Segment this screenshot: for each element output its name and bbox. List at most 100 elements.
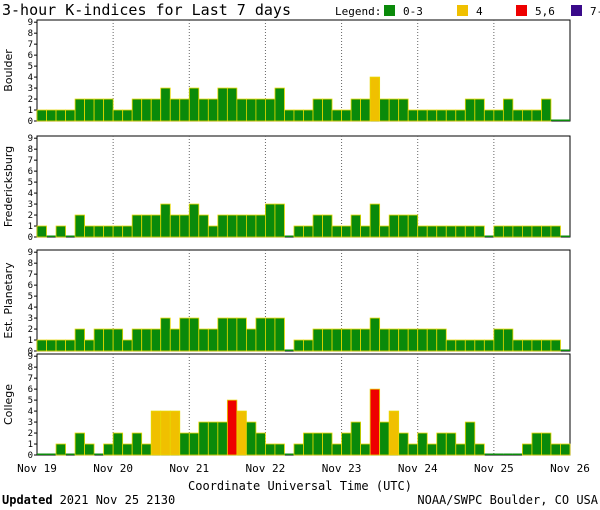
y-tick-label: 6	[28, 167, 33, 177]
k-index-bar	[198, 328, 209, 352]
legend-swatch-2	[516, 5, 527, 16]
k-index-bar	[436, 432, 447, 456]
k-index-bar	[331, 225, 342, 238]
k-index-bar	[426, 328, 438, 352]
chart-title: 3-hour K-indices for Last 7 days	[2, 1, 291, 19]
k-index-bar	[550, 339, 561, 352]
k-index-bar	[160, 317, 171, 352]
k-index-bar	[46, 339, 57, 352]
panels: 0123456789Boulder0123456789Fredericksbur…	[2, 18, 571, 461]
k-index-bar	[502, 225, 514, 238]
k-index-bar	[236, 98, 247, 122]
k-index-bar	[55, 339, 66, 352]
legend-entry-label: 0-3	[403, 5, 423, 18]
k-index-bar	[255, 214, 266, 238]
panel-frame	[36, 249, 571, 352]
k-index-bar	[407, 443, 419, 456]
k-index-bar	[55, 225, 66, 238]
y-tick-label: 9	[28, 352, 33, 362]
k-index-bar	[293, 225, 304, 238]
k-index-bar	[179, 98, 190, 122]
k-index-bar	[388, 410, 400, 456]
k-index-bar	[541, 225, 552, 238]
k-index-bar	[36, 109, 47, 122]
k-index-bar	[93, 98, 105, 122]
k-index-bar	[160, 87, 171, 122]
k-index-bar	[179, 214, 190, 238]
k-index-bar	[284, 349, 294, 351]
k-index-bar	[341, 432, 352, 456]
source-credit: NOAA/SWPC Boulder, CO USA	[417, 493, 598, 507]
k-index-bar	[36, 339, 47, 352]
k-index-bar	[464, 339, 476, 352]
k-index-bar	[284, 453, 294, 455]
k-index-bar	[265, 203, 276, 238]
k-index-bar	[417, 225, 428, 238]
y-tick-label: 5	[28, 292, 33, 302]
panel-frame	[36, 19, 571, 122]
k-index-bar	[55, 109, 66, 122]
k-index-bar	[484, 453, 494, 455]
k-index-bar	[493, 453, 504, 455]
y-tick-label: 7	[28, 374, 33, 384]
x-axis-ticks: Nov 19 Nov 20 Nov 21 Nov 22 Nov 23 Nov 24 Nov …	[17, 462, 590, 475]
k-index-bar	[436, 225, 447, 238]
k-index-bar	[112, 225, 124, 238]
legend-entry-label: 5,6	[535, 5, 555, 18]
k-index-bar	[141, 328, 152, 352]
k-index-bar	[236, 410, 247, 456]
k-index-bar	[274, 317, 285, 352]
k-index-bar	[274, 203, 285, 238]
updated-label: Updated 2021 Nov 25 2130	[2, 493, 175, 507]
k-index-bar	[531, 339, 542, 352]
k-index-bar	[188, 203, 200, 238]
k-index-bar	[303, 339, 314, 352]
k-index-bar	[493, 109, 504, 122]
k-index-bar	[388, 98, 400, 122]
k-index-bar	[245, 328, 257, 352]
k-index-bar	[284, 235, 294, 237]
k-index-bar	[217, 87, 228, 122]
k-index-bar	[484, 235, 494, 237]
k-index-bar	[160, 203, 171, 238]
k-index-bar	[541, 339, 552, 352]
k-index-bar	[188, 87, 200, 122]
k-index-bar	[455, 109, 466, 122]
k-index-bar	[436, 328, 447, 352]
k-index-bar	[560, 119, 570, 121]
y-tick-label: 4	[28, 189, 33, 199]
k-index-bar	[141, 98, 152, 122]
k-index-bar	[379, 225, 390, 238]
y-tick-label: 0	[28, 233, 33, 243]
k-index-bar	[407, 109, 419, 122]
panel-frame	[36, 135, 571, 238]
k-index-bar	[455, 443, 466, 456]
k-index-bar	[312, 432, 323, 456]
k-index-bar	[407, 328, 419, 352]
k-index-bar	[150, 214, 162, 238]
y-tick-label: 1	[28, 440, 33, 450]
legend-swatch-0	[384, 5, 395, 16]
k-index-bar	[474, 225, 485, 238]
y-tick-label: 7	[28, 270, 33, 280]
k-index-bar	[445, 339, 457, 352]
k-index-bar	[379, 98, 390, 122]
k-index-bar	[426, 109, 438, 122]
k-index-bar	[65, 453, 76, 455]
x-tick-label: Nov 24	[398, 462, 438, 475]
k-index-bar	[436, 109, 447, 122]
k-index-bar	[379, 421, 390, 456]
k-index-bar	[531, 109, 542, 122]
panel-label: College	[2, 384, 15, 425]
k-index-bar	[522, 109, 533, 122]
k-index-bar	[464, 98, 476, 122]
k-index-bar	[112, 432, 124, 456]
k-index-bar	[388, 214, 400, 238]
k-index-bar	[255, 432, 266, 456]
k-index-bar	[103, 98, 114, 122]
k-index-bar	[312, 328, 323, 352]
k-index-bar	[217, 317, 228, 352]
k-index-bar	[322, 432, 333, 456]
